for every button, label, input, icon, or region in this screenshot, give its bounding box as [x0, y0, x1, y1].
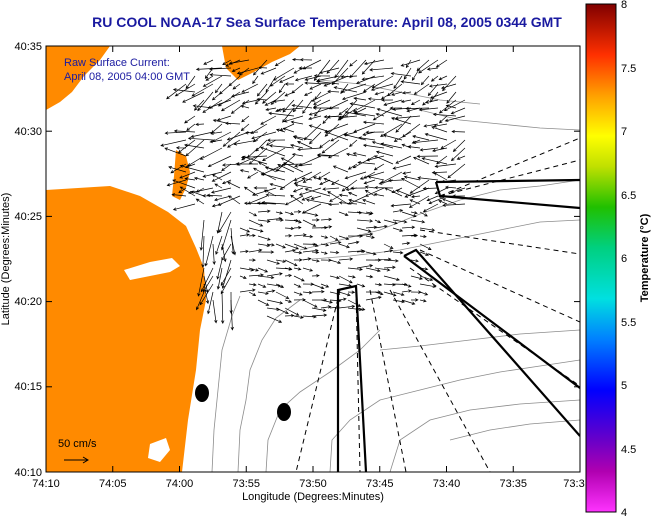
- colorbar-tick-label: 4: [621, 507, 627, 518]
- colorbar-label: Temperature (°C): [639, 213, 651, 302]
- radar-site-marker: [277, 403, 291, 421]
- colorbar-tick-label: 5.5: [621, 317, 636, 329]
- current-label-line2: April 08, 2005 04:00 GMT: [64, 71, 190, 83]
- current-label-line1: Raw Surface Current:: [64, 57, 170, 69]
- colorbar-tick-label: 5: [621, 380, 627, 392]
- land-staten-island: [46, 46, 110, 110]
- colorbar-tick-label: 6.5: [621, 190, 636, 202]
- map-title: RU COOL NOAA-17 Sea Surface Temperature:…: [92, 14, 562, 30]
- vector-scale-label: 50 cm/s: [58, 438, 97, 450]
- x-axis-label: Longitude (Degrees:Minutes): [242, 491, 384, 503]
- x-tick-labels: 74:10 74:05 74:00 73:55 73:50 73:45 73:4…: [32, 478, 584, 490]
- temperature-colorbar: [585, 3, 617, 513]
- x-tick-label: 73:50: [299, 478, 327, 490]
- y-tick-label: 40:15: [14, 381, 42, 393]
- x-tick-label: 74:00: [166, 478, 194, 490]
- y-tick-label: 40:30: [14, 126, 42, 138]
- x-tick-label: 73:45: [366, 478, 394, 490]
- y-tick-label: 40:35: [14, 41, 42, 53]
- bay-patch: [124, 258, 180, 280]
- colorbar-tick-label: 7: [621, 126, 627, 138]
- colorbar-tick-labels: 8 7.5 7 6.5 6 5.5 5 4.5 4: [621, 0, 636, 518]
- land-sandy-hook: [172, 150, 190, 200]
- y-tick-label: 40:25: [14, 211, 42, 223]
- land-new-jersey: [46, 186, 206, 472]
- colorbar-tick-label: 8: [621, 0, 627, 11]
- y-axis-label: Latitude (Degrees:Minutes): [0, 193, 12, 326]
- x-tick-label: 74:05: [99, 478, 127, 490]
- x-tick-label: 73:35: [499, 478, 527, 490]
- vector-scale-arrow: [64, 456, 89, 464]
- y-tick-label: 40:20: [14, 296, 42, 308]
- surface-current-vectors: [160, 57, 466, 331]
- radar-site-marker: [195, 384, 209, 402]
- axis-ticks: [45, 45, 581, 473]
- colorbar-tick-label: 7.5: [621, 63, 636, 75]
- y-tick-label: 40:10: [14, 467, 42, 479]
- colorbar-tick-label: 6: [621, 253, 627, 265]
- land-long-island: [222, 46, 300, 80]
- x-tick-label: 74:10: [32, 478, 60, 490]
- x-tick-label: 73:55: [232, 478, 260, 490]
- y-tick-labels: 40:35 40:30 40:25 40:20 40:15 40:10: [14, 41, 42, 479]
- colorbar-tick-label: 4.5: [621, 444, 636, 456]
- antenna-beams: [336, 178, 580, 472]
- x-tick-label: 73:3: [563, 478, 584, 490]
- bay-patch-2: [148, 438, 170, 462]
- x-tick-label: 73:40: [433, 478, 461, 490]
